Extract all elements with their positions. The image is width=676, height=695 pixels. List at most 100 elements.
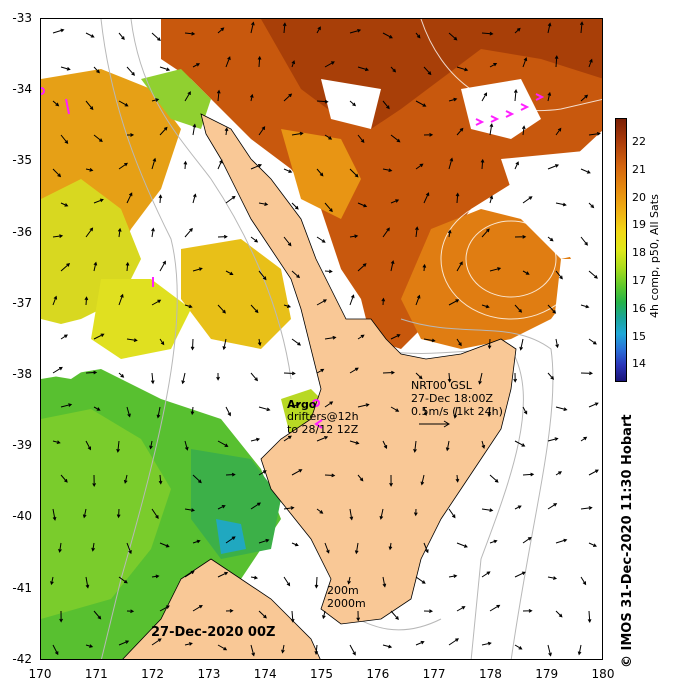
current-arrow [184,642,193,646]
current-arrow [283,371,296,376]
current-arrow [513,372,518,383]
current-arrow [217,571,229,578]
current-arrow [283,435,292,442]
current-arrow [382,576,387,588]
current-arrow [489,474,499,483]
colorbar-tick: 20 [632,190,646,204]
current-arrow [522,472,535,477]
current-vectors [50,21,601,657]
current-arrow [217,440,229,447]
current-arrow [413,508,418,517]
current-arrow [192,539,201,544]
current-model-label: NRT00 GSL [411,379,472,392]
current-arrow [118,576,128,584]
current-arrow [192,267,203,272]
current-arrow [415,576,426,584]
current-arrow [183,160,188,170]
current-arrow [126,406,131,418]
current-arrow [316,26,321,34]
current-arrow [283,506,295,510]
longitude-tick: 180 [591,667,615,681]
current-arrow [250,21,255,34]
current-arrow [291,131,304,136]
current-arrow [123,474,128,484]
current-arrow [448,574,458,579]
current-arrow [316,236,326,243]
current-arrow [514,505,522,510]
current-arrow [514,161,519,170]
current-arrow [580,506,593,510]
current-arrow [82,508,87,519]
current-arrow [456,606,466,612]
latitude-tick: -37 [12,295,32,310]
current-arrow [580,576,587,586]
current-arrow [314,644,319,655]
current-arrow [514,644,523,650]
current-arrow [580,436,588,442]
current-arrow [316,99,329,104]
current-arrow [423,338,436,343]
depth-2000m-label: 2000m [327,597,366,610]
current-arrow [159,260,166,272]
current-arrow [489,267,502,272]
current-arrow [257,338,262,347]
current-arrow [389,474,393,487]
current-arrow [184,440,189,451]
current-arrow [481,641,492,646]
current-arrow [390,260,395,272]
current-arrow [349,367,359,374]
current-arrow [522,406,528,415]
current-arrow [514,571,526,578]
current-arrow [217,644,228,651]
current-arrow [192,63,201,68]
current-arrow [93,198,104,204]
current-arrow [192,193,197,204]
argo-float-marker[interactable] [41,87,45,95]
current-arrow [522,270,530,275]
argo-legend-marker [312,399,320,407]
current-arrow [547,372,555,380]
current-arrow [52,100,60,107]
current-arrow [415,294,421,306]
current-arrow [156,406,161,419]
current-arrow [225,608,234,613]
current-arrow [514,234,527,239]
current-arrow [382,32,393,39]
current-arrow [126,542,132,555]
current-arrow [52,295,58,306]
current-arrow [580,371,593,376]
current-arrow [250,163,263,170]
current-arrow [93,406,101,411]
current-arrow [85,168,94,172]
depth-contours [100,19,554,659]
current-arrow [184,304,193,309]
current-arrow [519,338,524,351]
current-arrow [283,576,291,587]
longitude-tick: 175 [310,667,333,681]
current-arrow [258,470,267,476]
current-arrow [225,472,236,477]
current-arrow [382,227,390,238]
current-arrow [577,644,582,656]
current-arrow [347,576,351,585]
current-arrow [149,440,153,450]
current-arrow [316,368,325,374]
current-arrow [158,474,163,485]
current-arrow [225,406,231,417]
latitude-tick: -35 [12,153,32,168]
current-arrow [481,304,490,309]
current-arrow [514,27,521,34]
current-arrow [481,440,486,449]
current-arrow [357,334,365,340]
credit-label: © IMOS 31-Dec-2020 11:30 Hobart [620,414,635,668]
colorbar-label: 4h comp, p50, All Sats [648,194,661,318]
current-arrow [192,123,197,136]
current-arrow [283,168,293,173]
current-arrow [316,508,324,514]
current-arrow [118,372,125,378]
current-arrow [388,542,393,551]
sst-map[interactable]: Argo drifters@12h to 28/12 12Z NRT00 GSL… [40,18,603,660]
current-arrow [423,609,434,614]
current-arrow [580,304,590,309]
current-arrow [151,574,160,579]
